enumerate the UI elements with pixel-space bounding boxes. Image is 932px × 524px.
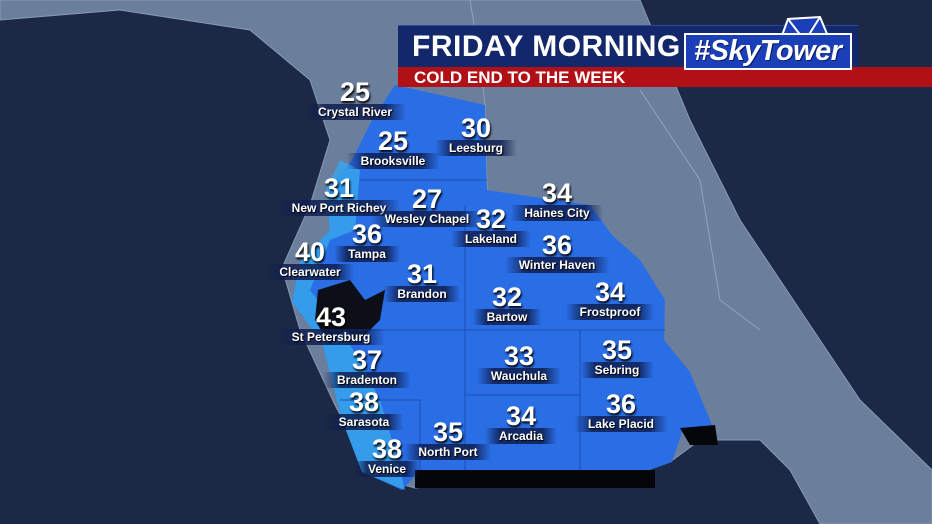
- city-name: North Port: [404, 444, 492, 460]
- temperature: 34: [541, 178, 573, 208]
- temperature: 37: [351, 345, 383, 375]
- temperature: 38: [371, 434, 403, 464]
- lake-okeechobee-edge: [680, 425, 718, 445]
- temperature: 31: [406, 259, 438, 289]
- city-forecast: 34 Frostproof: [565, 277, 655, 320]
- subtitle: COLD END TO THE WEEK: [414, 68, 626, 87]
- city-name: Lake Placid: [573, 416, 669, 432]
- city-forecast: 43 St Petersburg: [277, 302, 385, 345]
- city-forecast: 34 Arcadia: [484, 401, 558, 444]
- city-forecast: 35 Sebring: [580, 335, 654, 378]
- forecast-region: [292, 85, 712, 490]
- logo-text: #SkyTower: [684, 33, 852, 70]
- city-forecast: 33 Wauchula: [476, 341, 562, 384]
- skytower-logo: #SkyTower: [680, 13, 852, 75]
- city-forecast: 32 Lakeland: [450, 204, 532, 247]
- county-line: [639, 89, 761, 331]
- city-forecast: 38 Venice: [353, 434, 421, 477]
- city-name: Brooksville: [346, 153, 440, 169]
- city-forecast: 36 Winter Haven: [504, 230, 610, 273]
- city-name: Wauchula: [476, 368, 562, 384]
- city-name: Tampa: [334, 246, 400, 262]
- temperature: 36: [541, 230, 573, 260]
- temperature: 38: [348, 387, 380, 417]
- city-forecast: 25 Crystal River: [303, 77, 407, 120]
- city-name: Sebring: [580, 362, 654, 378]
- temperature: 27: [411, 184, 443, 214]
- legend-mask: [415, 470, 655, 488]
- temperature: 35: [432, 417, 464, 447]
- city-forecast: 34 Haines City: [510, 178, 604, 221]
- city-forecast: 27 Wesley Chapel: [370, 184, 484, 227]
- city-name: New Port Richey: [277, 200, 401, 216]
- coastal-region: [292, 160, 405, 490]
- city-forecast: 31 Brandon: [383, 259, 461, 302]
- temperature: 34: [594, 277, 626, 307]
- city-name: Arcadia: [484, 428, 558, 444]
- city-forecast: 32 Bartow: [472, 282, 542, 325]
- temperature: 31: [323, 173, 355, 203]
- header-banner: FRIDAY MORNING COLD END TO THE WEEK #Sky…: [398, 15, 932, 87]
- city-name: Venice: [353, 461, 421, 477]
- city-name: Leesburg: [434, 140, 518, 156]
- city-name: St Petersburg: [277, 329, 385, 345]
- city-forecast: 38 Sarasota: [324, 387, 404, 430]
- page-title: FRIDAY MORNING: [412, 30, 681, 63]
- city-forecast: 40 Clearwater: [265, 237, 355, 280]
- city-name: Haines City: [510, 205, 604, 221]
- temperature: 35: [601, 335, 633, 365]
- city-name: Wesley Chapel: [370, 211, 484, 227]
- city-forecast: 25 Brooksville: [346, 126, 440, 169]
- city-forecast: 37 Bradenton: [323, 347, 411, 388]
- city-name: Bartow: [472, 309, 542, 325]
- temperature: 36: [351, 219, 383, 249]
- city-name: Sarasota: [324, 414, 404, 430]
- temperature: 32: [491, 282, 523, 312]
- city-name: Bradenton: [323, 372, 411, 388]
- city-name: Winter Haven: [504, 257, 610, 273]
- temperature: 32: [475, 204, 507, 234]
- city-name: Frostproof: [565, 304, 655, 320]
- temperature: 25: [377, 126, 409, 156]
- temperature: 33: [503, 341, 535, 371]
- county-borders: [330, 179, 665, 470]
- city-name: Crystal River: [303, 104, 407, 120]
- city-forecast: 31 New Port Richey: [277, 173, 401, 216]
- temperature: 36: [605, 389, 637, 419]
- city-name: Lakeland: [450, 231, 532, 247]
- temperature: 43: [315, 302, 347, 332]
- temperature: 34: [505, 401, 537, 431]
- city-forecast: 35 North Port: [404, 417, 492, 460]
- temperature: 40: [294, 237, 326, 267]
- city-name: Clearwater: [265, 264, 355, 280]
- temperature: 25: [339, 77, 371, 107]
- temperature: 30: [460, 113, 492, 143]
- subtitle-bar: COLD END TO THE WEEK: [398, 67, 932, 87]
- city-name: Brandon: [383, 286, 461, 302]
- city-forecast: 36 Tampa: [334, 221, 400, 262]
- city-forecast: 36 Lake Placid: [573, 389, 669, 432]
- city-forecast: 30 Leesburg: [434, 113, 518, 156]
- tampa-bay: [315, 280, 385, 345]
